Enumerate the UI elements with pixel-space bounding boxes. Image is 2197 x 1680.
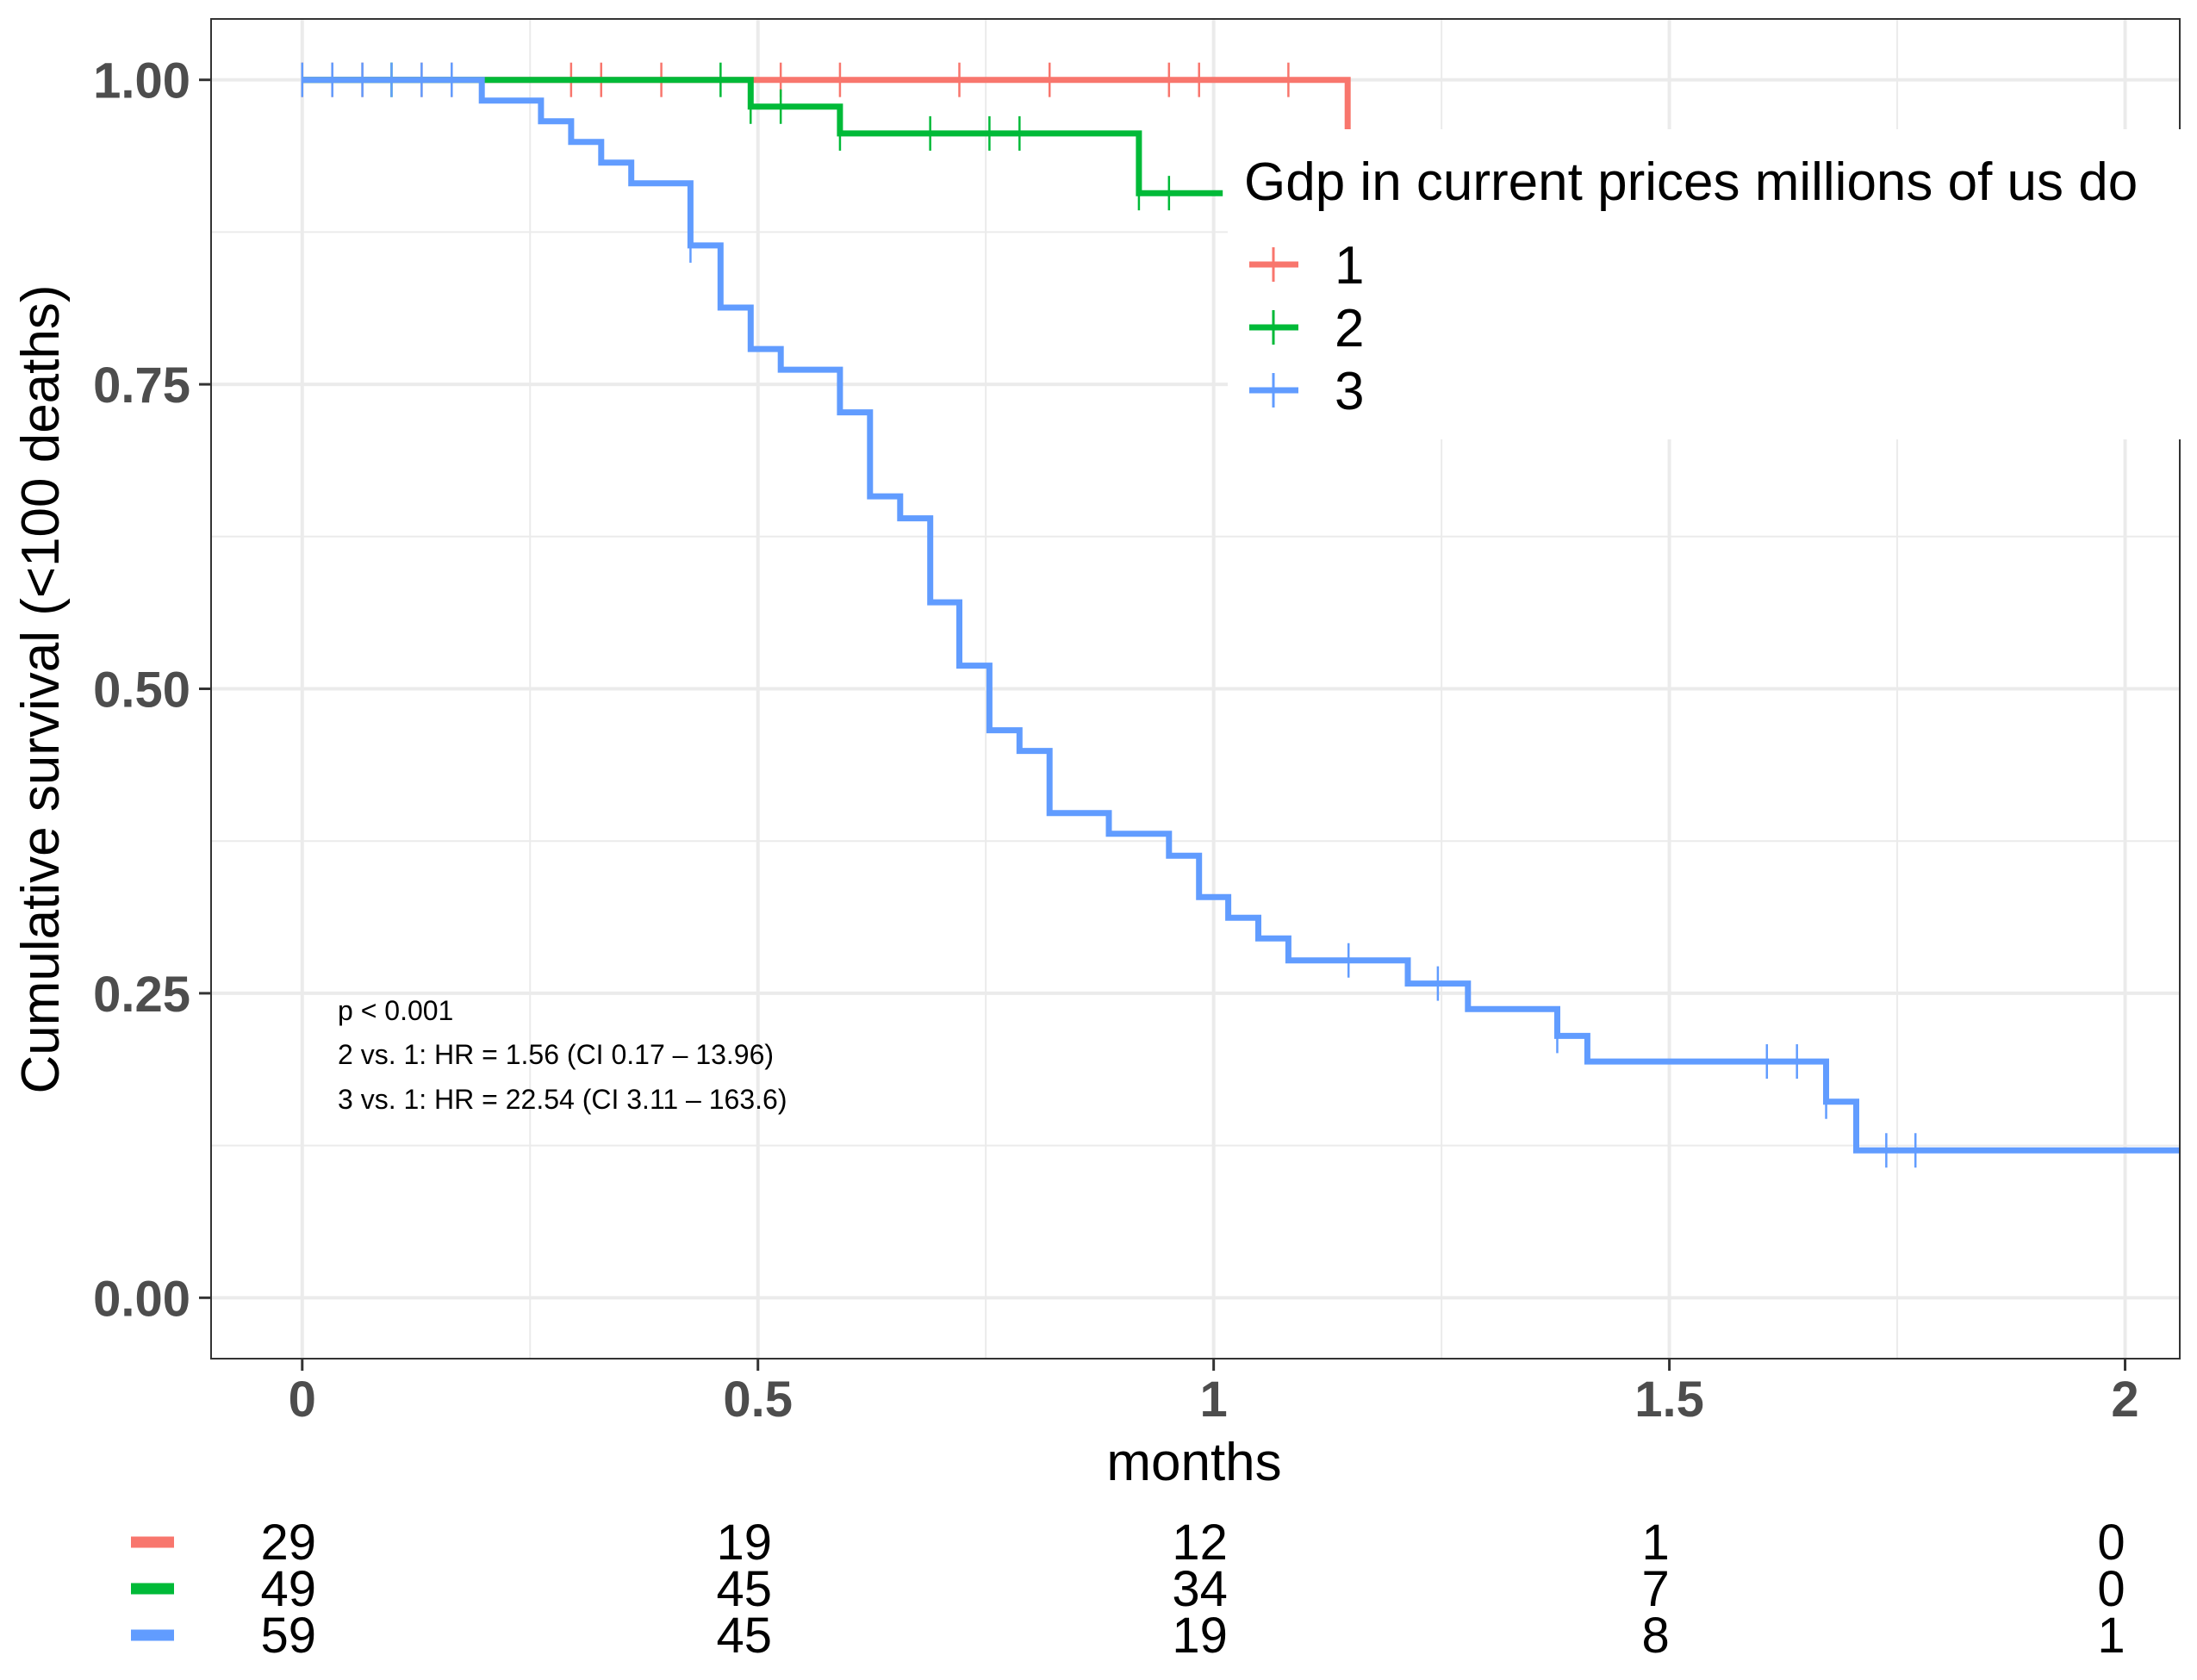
legend-label-3: 3 bbox=[1335, 362, 1364, 421]
y-tick-label: 0.50 bbox=[93, 663, 190, 719]
risk-count: 34 bbox=[1172, 1561, 1228, 1617]
y-tick-label: 0.00 bbox=[93, 1271, 190, 1327]
legend-label-2: 2 bbox=[1335, 299, 1364, 358]
annotation-hr-3-vs-1: 3 vs. 1: HR = 22.54 (CI 3.11 – 163.6) bbox=[338, 1084, 787, 1115]
y-tick-label: 0.25 bbox=[93, 967, 190, 1023]
risk-count: 19 bbox=[1172, 1608, 1228, 1664]
risk-count: 0 bbox=[2097, 1515, 2125, 1571]
y-axis: 0.00 0.25 0.50 0.75 1.00 bbox=[93, 53, 211, 1327]
x-tick-label: 1.5 bbox=[1634, 1372, 1704, 1428]
y-tick-label: 0.75 bbox=[93, 358, 190, 414]
risk-count: 7 bbox=[1641, 1561, 1669, 1617]
annotations: p < 0.001 2 vs. 1: HR = 1.56 (CI 0.17 – … bbox=[338, 995, 787, 1115]
risk-count: 1 bbox=[1641, 1515, 1669, 1571]
legend-title: Gdp in current prices millions of us do bbox=[1244, 152, 2138, 212]
y-tick-label: 1.00 bbox=[93, 53, 190, 109]
risk-count: 45 bbox=[716, 1561, 772, 1617]
annotation-hr-2-vs-1: 2 vs. 1: HR = 1.56 (CI 0.17 – 13.96) bbox=[338, 1039, 774, 1070]
risk-count: 45 bbox=[716, 1608, 772, 1664]
series-layer bbox=[301, 62, 2180, 1168]
legend-label-1: 1 bbox=[1335, 236, 1364, 296]
risk-count: 12 bbox=[1172, 1515, 1228, 1571]
risk-count: 8 bbox=[1641, 1608, 1669, 1664]
x-tick-label: 2 bbox=[2111, 1372, 2138, 1428]
x-tick-label: 0 bbox=[289, 1372, 316, 1428]
risk-count: 1 bbox=[2097, 1608, 2125, 1664]
x-axis: 0 0.5 1 1.5 2 bbox=[289, 1359, 2139, 1428]
risk-count: 19 bbox=[716, 1515, 772, 1571]
series-line-3 bbox=[302, 77, 2180, 1154]
x-tick-label: 0.5 bbox=[723, 1372, 793, 1428]
x-tick-label: 1 bbox=[1200, 1372, 1228, 1428]
risk-count: 0 bbox=[2097, 1561, 2125, 1617]
legend: Gdp in current prices millions of us do … bbox=[1228, 129, 2197, 439]
risk-count: 59 bbox=[261, 1608, 317, 1664]
annotation-pvalue: p < 0.001 bbox=[338, 995, 453, 1026]
x-axis-title: months bbox=[1106, 1433, 1281, 1492]
y-axis-title: Cumulative survival (<100 deaths) bbox=[11, 284, 71, 1093]
risk-count: 49 bbox=[261, 1561, 317, 1617]
risk-count: 29 bbox=[261, 1515, 317, 1571]
legend-background bbox=[1228, 129, 2197, 439]
risk-table: 29 19 12 1 049 45 34 7 059 45 19 8 1 bbox=[131, 1515, 2125, 1664]
